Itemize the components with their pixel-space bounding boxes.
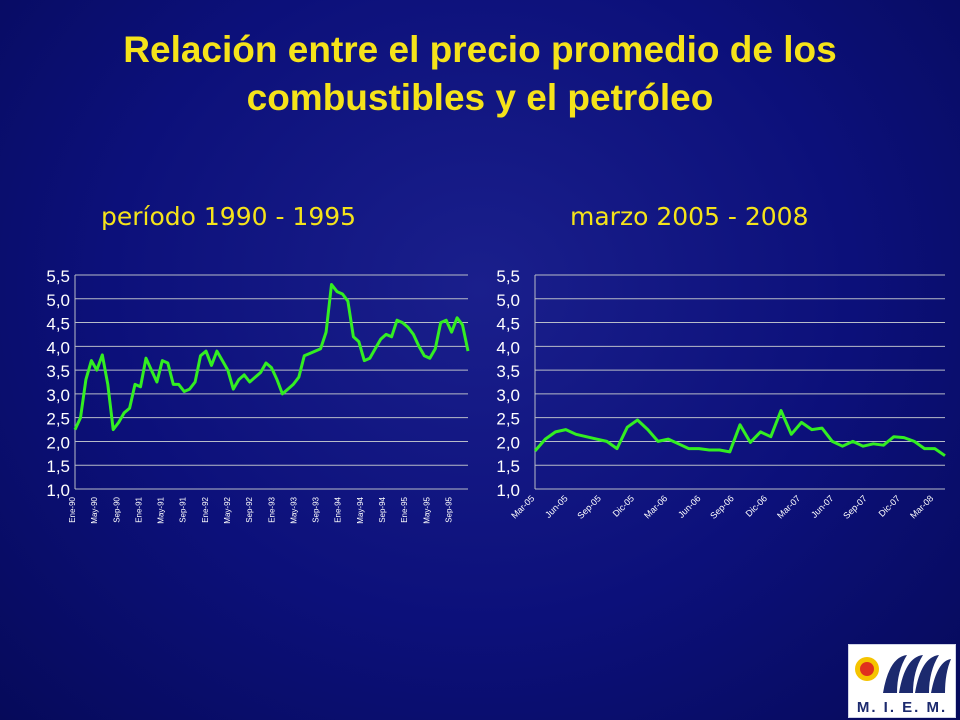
c2-y-tick-label: 5,5 xyxy=(496,267,520,286)
c2-x-tick-label: Dic-06 xyxy=(744,493,769,518)
c1-y-tick-label: 3,5 xyxy=(46,362,70,381)
c1-y-tick-label: 1,5 xyxy=(46,457,70,476)
c2-x-tick-label: Mar-06 xyxy=(642,493,669,520)
c2-price-series-line xyxy=(533,409,946,457)
logo-emblem-icon xyxy=(855,655,951,693)
c1-price-series-line xyxy=(73,283,470,432)
c2-y-tick-label: 1,5 xyxy=(496,457,520,476)
page-title-line-2: combustibles y el petróleo xyxy=(246,77,714,118)
page-title-line-1: Relación entre el precio promedio de los xyxy=(123,29,837,70)
c2-x-tick-label: Mar-08 xyxy=(908,493,935,520)
c1-y-tick-label: 5,5 xyxy=(46,267,70,286)
c1-x-tick-label: May-90 xyxy=(90,496,99,523)
c1-x-tick-label: Ene-91 xyxy=(134,496,143,522)
c1-y-tick-label: 5,0 xyxy=(46,291,70,310)
c1-x-tick-label: May-94 xyxy=(356,496,365,523)
c2-x-tick-label: Sep-07 xyxy=(841,493,869,521)
c1-x-tick-label: May-91 xyxy=(157,496,166,523)
c1-y-tick-label: 2,5 xyxy=(46,410,70,429)
c2-x-tick-label: Sep-06 xyxy=(708,493,736,521)
c2-y-tick-label: 3,0 xyxy=(496,386,520,405)
c1-x-tick-label: May-93 xyxy=(289,496,298,523)
c2-x-tick-label: Mar-07 xyxy=(775,493,802,520)
c1-x-tick-label: May-92 xyxy=(223,496,232,523)
c2-x-tick-label: Sep-05 xyxy=(575,493,603,521)
c2-y-tick-label: 2,0 xyxy=(496,433,520,452)
c2-x-tick-label: Dic-07 xyxy=(877,493,902,518)
c1-x-tick-label: Sep-90 xyxy=(112,496,121,522)
c2-y-tick-label: 4,5 xyxy=(496,315,520,334)
c2-y-tick-label: 3,5 xyxy=(496,362,520,381)
c1-y-tick-label: 4,0 xyxy=(46,338,70,357)
page-title: Relación entre el precio promedio de los… xyxy=(0,26,960,122)
c1-x-tick-label: Sep-93 xyxy=(312,496,321,522)
c1-x-tick-label: Sep-92 xyxy=(245,496,254,522)
c2-x-tick-label: Jun-06 xyxy=(676,493,703,520)
c1-x-tick-label: May-95 xyxy=(422,496,431,523)
logo-text: M. I. E. M. xyxy=(856,699,948,716)
c2-x-tick-label: Jun-07 xyxy=(809,493,836,520)
c1-y-tick-label: 1,0 xyxy=(46,481,70,500)
c2-y-tick-label: 4,0 xyxy=(496,338,520,357)
c1-x-tick-label: Ene-92 xyxy=(201,496,210,522)
c1-x-tick-label: Sep-95 xyxy=(444,496,453,522)
c1-y-tick-label: 2,0 xyxy=(46,433,70,452)
chart-2-title: marzo 2005 - 2008 xyxy=(570,202,809,231)
c1-x-tick-label: Sep-91 xyxy=(179,496,188,522)
miem-logo: M. I. E. M. xyxy=(848,644,956,718)
c1-x-tick-label: Sep-94 xyxy=(378,496,387,522)
c2-y-tick-label: 5,0 xyxy=(496,291,520,310)
c1-y-tick-label: 3,0 xyxy=(46,386,70,405)
c1-y-tick-label: 4,5 xyxy=(46,315,70,334)
c2-x-tick-label: Dic-05 xyxy=(611,493,636,518)
c1-x-tick-label: Ene-90 xyxy=(68,496,77,522)
c2-y-tick-label: 2,5 xyxy=(496,410,520,429)
c2-x-tick-label: Jun-05 xyxy=(543,493,570,520)
chart-1-title: período 1990 - 1995 xyxy=(101,202,357,231)
c1-x-tick-label: Ene-95 xyxy=(400,496,409,522)
c1-x-tick-label: Ene-93 xyxy=(267,496,276,522)
c1-x-tick-label: Ene-94 xyxy=(334,496,343,522)
c2-y-tick-label: 1,0 xyxy=(496,481,520,500)
